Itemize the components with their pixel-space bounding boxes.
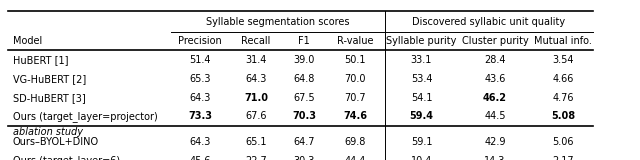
- Text: 53.4: 53.4: [411, 74, 432, 84]
- Text: F1: F1: [298, 36, 310, 46]
- Text: SD-HuBERT [3]: SD-HuBERT [3]: [13, 93, 86, 103]
- Text: 67.5: 67.5: [293, 93, 315, 103]
- Text: 71.0: 71.0: [244, 93, 268, 103]
- Text: ablation study: ablation study: [13, 127, 83, 137]
- Text: 2.17: 2.17: [552, 156, 574, 160]
- Text: 74.6: 74.6: [343, 112, 367, 121]
- Text: 54.1: 54.1: [411, 93, 432, 103]
- Text: 28.4: 28.4: [484, 55, 506, 65]
- Text: 51.4: 51.4: [189, 55, 211, 65]
- Text: Mutual info.: Mutual info.: [534, 36, 592, 46]
- Text: 45.6: 45.6: [189, 156, 211, 160]
- Text: 10.4: 10.4: [411, 156, 432, 160]
- Text: Precision: Precision: [179, 36, 222, 46]
- Text: 44.4: 44.4: [344, 156, 366, 160]
- Text: Syllable segmentation scores: Syllable segmentation scores: [206, 17, 349, 27]
- Text: 43.6: 43.6: [484, 74, 506, 84]
- Text: 42.9: 42.9: [484, 137, 506, 147]
- Text: 30.3: 30.3: [293, 156, 315, 160]
- Text: 33.1: 33.1: [411, 55, 432, 65]
- Text: 39.0: 39.0: [293, 55, 315, 65]
- Text: 64.3: 64.3: [189, 137, 211, 147]
- Text: Recall: Recall: [241, 36, 271, 46]
- Text: R-value: R-value: [337, 36, 374, 46]
- Text: 59.4: 59.4: [410, 112, 433, 121]
- Text: 70.7: 70.7: [344, 93, 366, 103]
- Text: 5.06: 5.06: [552, 137, 574, 147]
- Text: 64.7: 64.7: [293, 137, 315, 147]
- Text: 64.8: 64.8: [293, 74, 315, 84]
- Text: Model: Model: [13, 36, 42, 46]
- Text: Cluster purity: Cluster purity: [461, 36, 529, 46]
- Text: 65.1: 65.1: [245, 137, 267, 147]
- Text: 73.3: 73.3: [188, 112, 212, 121]
- Text: 5.08: 5.08: [551, 112, 575, 121]
- Text: 3.54: 3.54: [552, 55, 574, 65]
- Text: Ours–BYOL+DINO: Ours–BYOL+DINO: [13, 137, 99, 147]
- Text: 44.5: 44.5: [484, 112, 506, 121]
- Text: 64.3: 64.3: [245, 74, 267, 84]
- Text: 4.76: 4.76: [552, 93, 574, 103]
- Text: 4.66: 4.66: [552, 74, 574, 84]
- Text: 65.3: 65.3: [189, 74, 211, 84]
- Text: Discovered syllabic unit quality: Discovered syllabic unit quality: [412, 17, 566, 27]
- Text: 70.3: 70.3: [292, 112, 316, 121]
- Text: 31.4: 31.4: [245, 55, 267, 65]
- Text: Ours (target_layer=projector): Ours (target_layer=projector): [13, 111, 157, 122]
- Text: HuBERT [1]: HuBERT [1]: [13, 55, 68, 65]
- Text: 70.0: 70.0: [344, 74, 366, 84]
- Text: 64.3: 64.3: [189, 93, 211, 103]
- Text: 69.8: 69.8: [344, 137, 366, 147]
- Text: 46.2: 46.2: [483, 93, 507, 103]
- Text: VG-HuBERT [2]: VG-HuBERT [2]: [13, 74, 86, 84]
- Text: 22.7: 22.7: [245, 156, 267, 160]
- Text: 67.6: 67.6: [245, 112, 267, 121]
- Text: Ours (target_layer=6): Ours (target_layer=6): [13, 155, 120, 160]
- Text: 50.1: 50.1: [344, 55, 366, 65]
- Text: Syllable purity: Syllable purity: [387, 36, 456, 46]
- Text: 14.3: 14.3: [484, 156, 506, 160]
- Text: 59.1: 59.1: [411, 137, 432, 147]
